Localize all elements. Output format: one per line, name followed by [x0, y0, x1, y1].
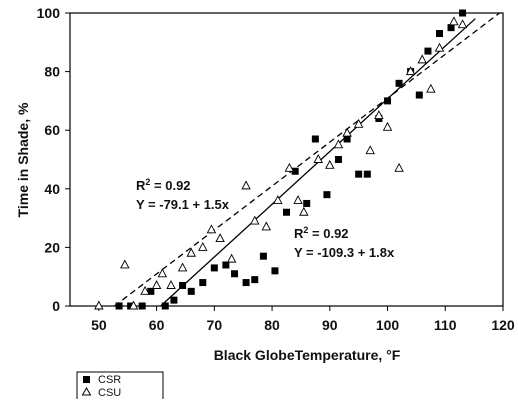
x-axis-title: Black GlobeTemperature, °F: [214, 347, 401, 363]
csu-fit-annotation: R2 = 0.92 Y = -79.1 + 1.5x: [136, 177, 230, 212]
csr-point: [323, 191, 331, 199]
x-tick-label: 80: [264, 317, 280, 333]
csr-point: [459, 9, 467, 17]
csr-fit-annotation: R2 = 0.92 Y = -109.3 + 1.8x: [294, 225, 395, 260]
csu-r2-label: R2 = 0.92: [136, 177, 191, 193]
csr-point: [115, 302, 123, 310]
csu-regression-line: [114, 12, 500, 307]
y-tick-label: 60: [44, 122, 60, 138]
csr-point: [424, 47, 432, 55]
legend: CSR CSU: [76, 371, 164, 403]
csu-point: [299, 206, 309, 216]
x-tick-label: 100: [376, 317, 400, 333]
csr-point: [415, 91, 423, 99]
csu-point: [128, 300, 139, 310]
csu-point: [157, 268, 168, 278]
csu-point: [426, 83, 436, 93]
csu-point: [120, 259, 130, 269]
csu-point: [186, 247, 196, 257]
csu-point: [434, 42, 445, 52]
csr-point: [222, 261, 230, 269]
csr-point: [355, 170, 363, 178]
csr-point: [435, 30, 443, 38]
csr-point: [147, 287, 155, 295]
csu-point: [284, 162, 295, 172]
csu-point: [449, 16, 459, 26]
csu-point: [417, 54, 427, 64]
y-tick-label: 80: [44, 64, 60, 80]
csr-point: [303, 199, 311, 207]
y-tick-label: 100: [37, 5, 61, 21]
csr-equation-label: Y = -109.3 + 1.8x: [294, 245, 395, 260]
csu-point: [140, 285, 150, 295]
csu-point: [226, 253, 237, 263]
csu-point: [365, 145, 375, 155]
csr-point: [242, 279, 250, 287]
csr-r2-label: R2 = 0.92: [294, 225, 349, 241]
csr-point: [334, 156, 342, 163]
csr-point: [447, 24, 455, 32]
x-tick-label: 120: [491, 317, 515, 333]
csr-point: [199, 279, 207, 287]
csu-point: [313, 154, 324, 163]
x-tick-label: 90: [322, 317, 338, 333]
csr-point: [231, 270, 239, 278]
csu-point: [394, 162, 404, 172]
csr-point: [291, 167, 299, 175]
csr-point: [259, 252, 267, 260]
csu-point: [333, 139, 344, 149]
x-tick-label: 70: [207, 317, 223, 333]
csr-point: [251, 276, 259, 284]
csr-point: [311, 135, 319, 143]
csu-point: [166, 280, 176, 289]
legend-box: [76, 371, 164, 403]
y-tick-label: 0: [52, 298, 60, 314]
csu-point: [261, 221, 272, 231]
csr-point: [179, 281, 187, 289]
csu-point: [215, 233, 225, 243]
csr-point: [384, 97, 392, 105]
csu-equation-label: Y = -79.1 + 1.5x: [136, 197, 230, 212]
csu-point: [457, 19, 468, 29]
csu-point: [405, 66, 416, 76]
csu-point: [342, 127, 352, 137]
csu-point: [198, 241, 208, 251]
csr-point: [187, 287, 195, 295]
csr-point: [283, 208, 290, 216]
csu-point: [382, 121, 393, 131]
csu-point: [241, 180, 251, 190]
csr-point: [363, 170, 371, 178]
y-tick-label: 20: [44, 239, 60, 255]
csu-point: [293, 195, 303, 204]
legend-csr-marker: [83, 376, 90, 383]
plot-frame: [69, 12, 504, 307]
legend-csu-marker: [81, 386, 92, 396]
csr-point: [271, 267, 279, 275]
csr-point: [343, 135, 351, 143]
x-tick-label: 60: [149, 317, 165, 333]
csu-point: [206, 224, 217, 234]
csu-point: [374, 110, 384, 120]
csu-point: [325, 159, 335, 169]
csr-point: [210, 264, 218, 272]
y-tick-label: 40: [44, 181, 60, 197]
csr-point: [161, 302, 169, 310]
legend-csr-label: CSR: [98, 374, 121, 386]
y-axis-title: Time in Shade, %: [15, 102, 31, 217]
plot-area: 50 60 70 80 90 100 110 120 0 20 40 60 80 100: [37, 5, 515, 333]
csu-point: [94, 300, 104, 310]
legend-csu-label: CSU: [98, 387, 121, 399]
csu-point: [177, 262, 188, 272]
csr-point: [170, 296, 178, 304]
csu-point: [151, 280, 162, 289]
csr-point: [138, 302, 146, 310]
csr-point: [395, 79, 403, 87]
csu-point: [249, 215, 260, 225]
x-tick-label: 110: [434, 317, 457, 333]
csu-point: [273, 195, 283, 204]
x-tick-label: 50: [91, 317, 107, 333]
csu-point: [353, 118, 364, 128]
